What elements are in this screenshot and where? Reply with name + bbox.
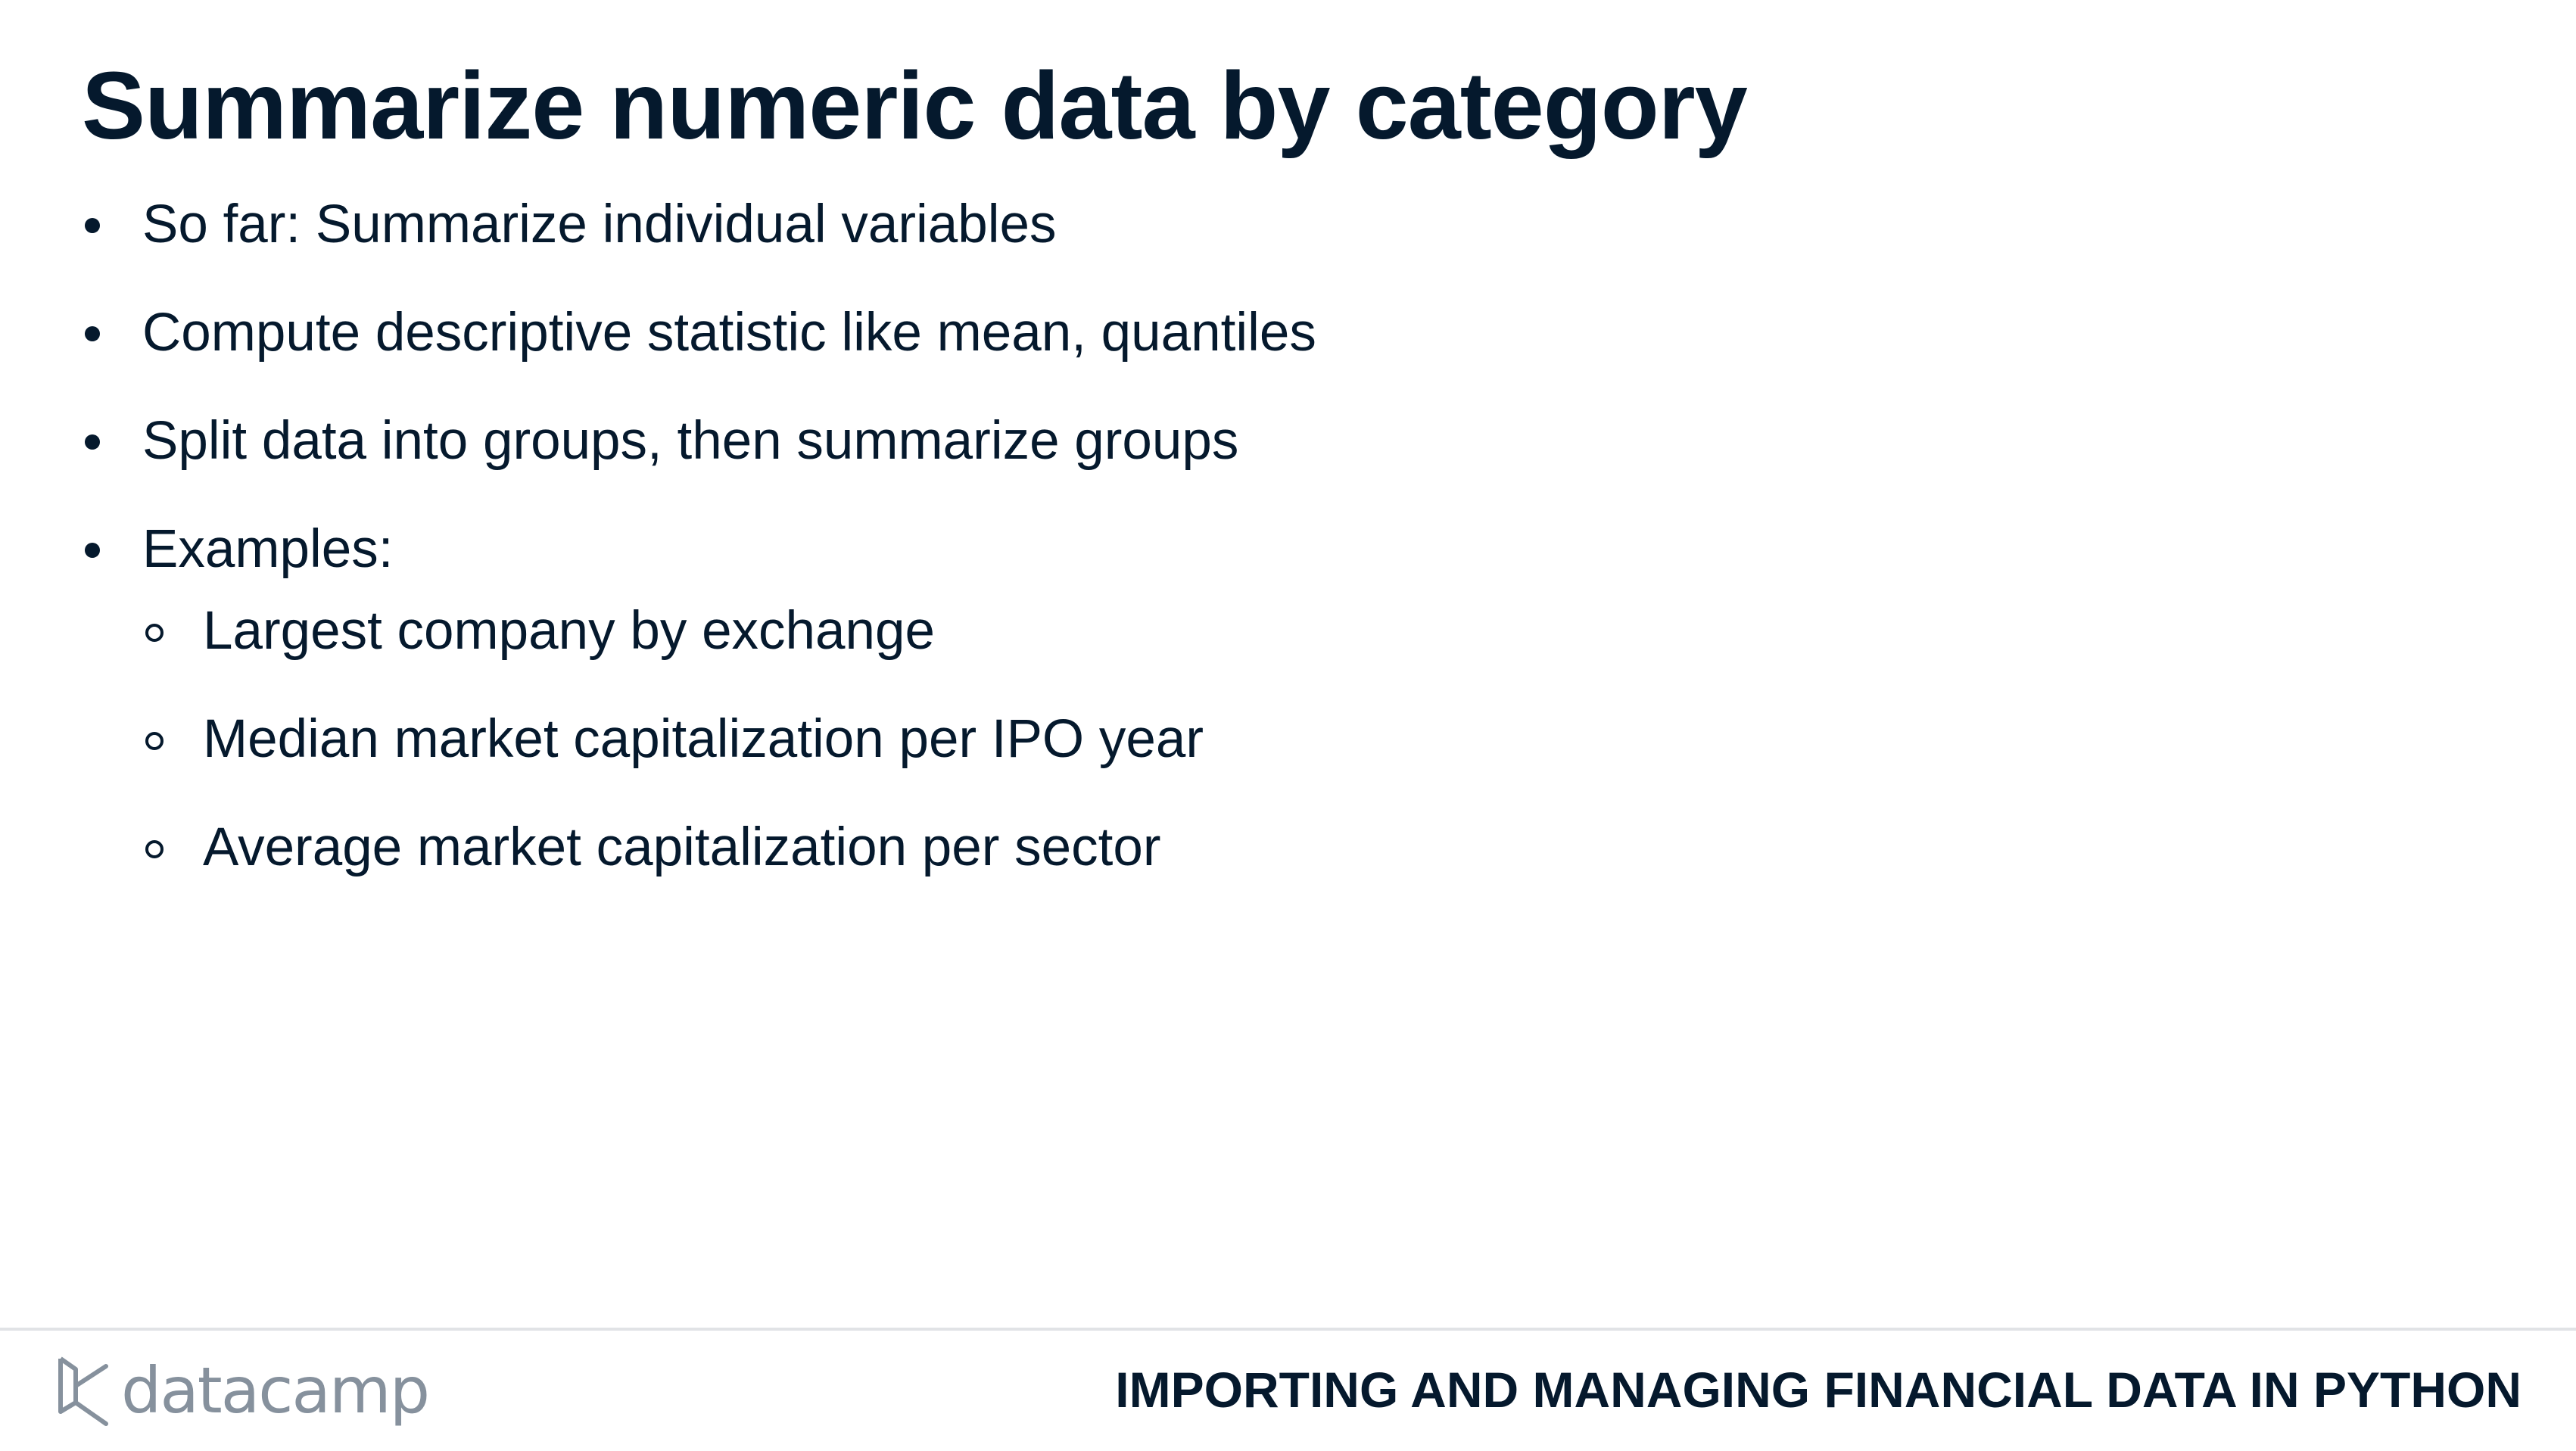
bullet-text: Split data into groups, then summarize g… <box>142 411 1239 471</box>
slide-title: Summarize numeric data by category <box>82 52 1748 159</box>
bullet-dot-icon <box>85 434 100 450</box>
bullet-ring-icon <box>145 732 164 750</box>
footer-divider <box>0 1328 2576 1331</box>
bullet-dot-icon <box>85 326 100 341</box>
datacamp-logo-icon <box>58 1356 108 1426</box>
bullet-text: So far: Summarize individual variables <box>142 195 1057 254</box>
sub-bullet-item: Median market capitalization per IPO yea… <box>82 707 2050 772</box>
sub-bullet-text: Median market capitalization per IPO yea… <box>203 709 1204 769</box>
bullet-item-examples: Examples: <box>82 517 2050 582</box>
sub-bullet-text: Average market capitalization per sector <box>203 817 1161 877</box>
bullet-dot-icon <box>85 218 100 233</box>
bullet-item: Split data into groups, then summarize g… <box>82 409 2050 474</box>
bullet-list: So far: Summarize individual variables C… <box>82 192 2050 880</box>
sub-bullet-text: Largest company by exchange <box>203 601 935 661</box>
sub-bullet-list: Largest company by exchange Median marke… <box>82 599 2050 880</box>
bullet-ring-icon <box>145 840 164 858</box>
datacamp-logo: datacamp <box>53 1349 430 1432</box>
course-title: IMPORTING AND MANAGING FINANCIAL DATA IN… <box>1115 1362 2521 1418</box>
sub-bullet-item: Average market capitalization per sector <box>82 815 2050 880</box>
bullet-text: Examples: <box>142 519 394 579</box>
sub-bullet-item: Largest company by exchange <box>82 599 2050 664</box>
bullet-text: Compute descriptive statistic like mean,… <box>142 303 1316 363</box>
logo-text: datacamp <box>121 1353 430 1428</box>
bullet-item: Compute descriptive statistic like mean,… <box>82 300 2050 366</box>
bullet-item: So far: Summarize individual variables <box>82 192 2050 257</box>
bullet-dot-icon <box>85 543 100 558</box>
bullet-ring-icon <box>145 624 164 642</box>
